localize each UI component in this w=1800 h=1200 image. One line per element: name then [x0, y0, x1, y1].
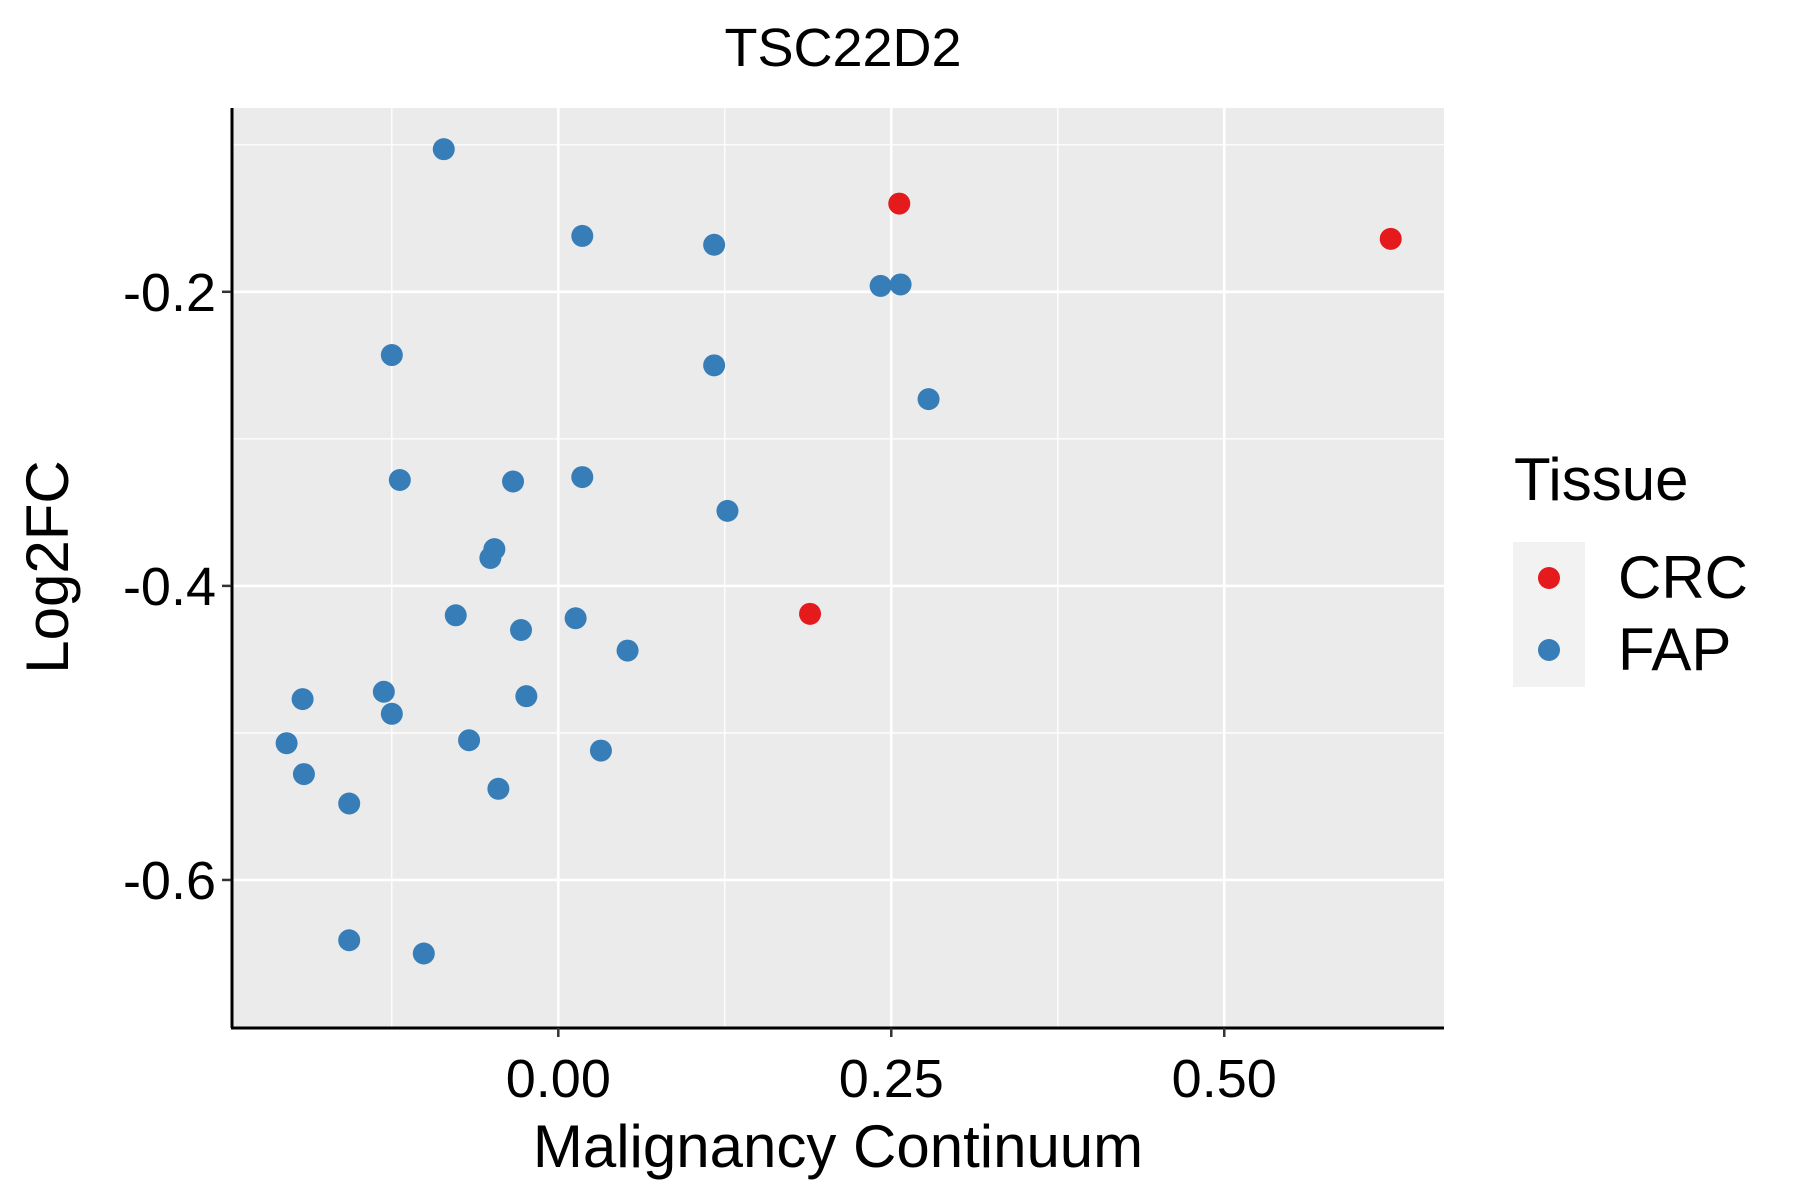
data-points — [275, 138, 1402, 965]
major-gridlines — [232, 108, 1444, 1027]
data-point-crc — [1379, 227, 1402, 250]
data-point-crc — [799, 602, 822, 625]
legend-key-background — [1513, 542, 1585, 687]
data-point-fap — [889, 273, 912, 296]
data-point-fap — [380, 702, 403, 725]
y-tick-label: -0.4 — [123, 557, 216, 617]
data-point-fap — [571, 224, 594, 247]
data-point-fap — [275, 732, 298, 755]
data-point-fap — [716, 499, 739, 522]
data-point-fap — [372, 680, 395, 703]
data-point-fap — [510, 618, 533, 641]
data-point-fap — [564, 607, 587, 630]
data-point-fap — [703, 233, 726, 256]
data-point-fap — [703, 354, 726, 377]
data-point-fap — [458, 729, 481, 752]
x-axis-label: Malignancy Continuum — [533, 1113, 1143, 1180]
data-point-fap — [338, 792, 361, 815]
plot-panel — [232, 108, 1444, 1027]
chart-title: TSC22D2 — [724, 18, 961, 78]
data-point-fap — [380, 344, 403, 367]
x-axis-ticks: 0.00 0.25 0.50 — [506, 1028, 1277, 1109]
y-axis-ticks: -0.2 -0.4 -0.6 — [123, 263, 231, 911]
data-point-fap — [571, 466, 594, 489]
y-axis-label: Log2FC — [14, 460, 81, 673]
y-tick-label: -0.2 — [123, 263, 216, 323]
data-point-fap — [502, 470, 525, 493]
data-point-fap — [869, 274, 892, 297]
legend-label-fap: FAP — [1618, 616, 1731, 683]
data-point-fap — [291, 688, 314, 711]
data-point-crc — [888, 192, 911, 215]
legend: Tissue CRC FAP — [1513, 446, 1748, 687]
x-tick-label: 0.00 — [506, 1049, 611, 1109]
x-tick-label: 0.25 — [839, 1049, 944, 1109]
data-point-fap — [616, 639, 639, 662]
data-point-fap — [292, 763, 315, 786]
data-point-fap — [589, 739, 612, 762]
legend-label-crc: CRC — [1618, 544, 1748, 611]
data-point-fap — [917, 388, 940, 411]
data-point-fap — [388, 469, 411, 492]
legend-title: Tissue — [1514, 446, 1689, 513]
legend-key-fap — [1538, 639, 1560, 661]
data-point-fap — [487, 777, 510, 800]
data-point-fap — [338, 929, 361, 952]
y-tick-label: -0.6 — [123, 851, 216, 911]
x-tick-label: 0.50 — [1172, 1049, 1277, 1109]
data-point-fap — [432, 138, 455, 161]
legend-key-crc — [1538, 567, 1560, 589]
data-point-fap — [515, 685, 538, 708]
data-point-fap — [444, 604, 467, 627]
data-point-fap — [412, 942, 435, 965]
data-point-fap — [479, 546, 502, 569]
